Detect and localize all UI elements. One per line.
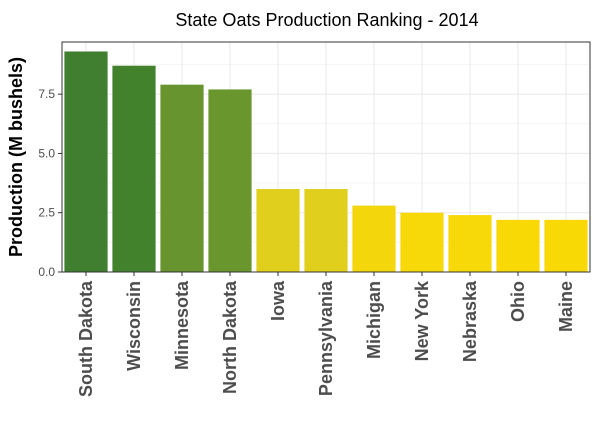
- x-tick-label: Michigan: [364, 281, 384, 359]
- x-tick-label: New York: [412, 280, 432, 361]
- bar-pennsylvania: [304, 189, 348, 272]
- bar-north-dakota: [208, 89, 252, 272]
- y-tick-label: 0.0: [38, 265, 55, 279]
- y-tick-label: 2.5: [38, 206, 55, 220]
- x-axis-ticks: South Dakota Wisconsin Minnesota North Dako…: [76, 272, 576, 397]
- x-tick-label: Wisconsin: [124, 281, 144, 371]
- chart-title: State Oats Production Ranking - 2014: [175, 10, 478, 30]
- x-tick-label: South Dakota: [76, 280, 96, 397]
- x-tick-label: Iowa: [268, 280, 288, 321]
- plot-border: [61, 41, 591, 273]
- y-tick-label: 5.0: [38, 146, 55, 160]
- y-axis-label: Production (M bushels): [6, 57, 26, 257]
- x-tick-label: Minnesota: [172, 280, 192, 370]
- bars: [64, 51, 588, 273]
- bar-iowa: [256, 189, 300, 272]
- y-tick-label: 7.5: [38, 87, 55, 101]
- x-tick-label: Ohio: [508, 281, 528, 322]
- bar-michigan: [352, 205, 396, 272]
- y-axis-ticks: 0.0 2.5 5.0 7.5: [38, 87, 62, 279]
- bar-maine: [544, 219, 588, 272]
- bar-ohio: [496, 219, 540, 272]
- x-tick-label: Maine: [556, 281, 576, 332]
- x-tick-label: Pennsylvania: [316, 280, 336, 396]
- bar-south-dakota: [64, 51, 108, 273]
- x-tick-label: Nebraska: [460, 280, 480, 362]
- bar-nebraska: [448, 215, 492, 272]
- bar-new-york: [400, 212, 444, 272]
- bar-minnesota: [160, 84, 204, 272]
- x-tick-label: North Dakota: [220, 280, 240, 394]
- bar-wisconsin: [112, 65, 156, 273]
